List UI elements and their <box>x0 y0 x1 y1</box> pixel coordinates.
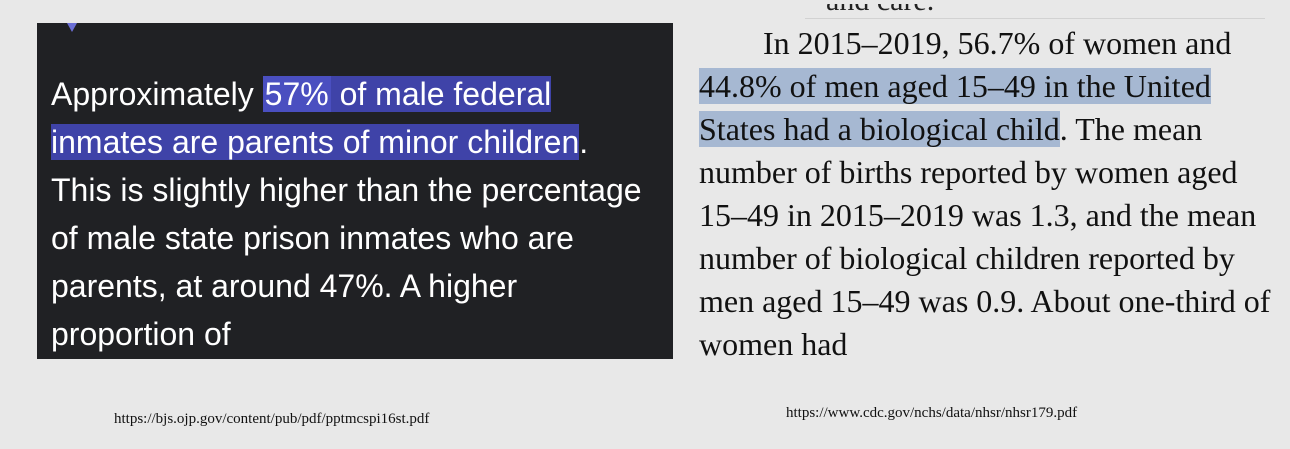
bjs-excerpt-text: Approximately 57% of male federal inmate… <box>51 70 651 358</box>
bjs-excerpt-panel: Approximately 57% of male federal inmate… <box>37 23 673 359</box>
bjs-source-citation: https://bjs.ojp.gov/content/pub/pdf/pptm… <box>114 411 430 427</box>
bjs-text-intro: Approximately <box>51 76 263 112</box>
cdc-source-citation: https://www.cdc.gov/nchs/data/nhsr/nhsr1… <box>786 405 1078 421</box>
page-edge-divider <box>805 18 1265 19</box>
cdc-excerpt-text: In 2015–2019, 56.7% of women and 44.8% o… <box>699 22 1279 366</box>
bjs-highlight-text: of male federal inmates are parents of m… <box>51 76 580 160</box>
cdc-cut-line: and care. <box>826 4 934 18</box>
bjs-text-rest: . This is slightly higher than the perce… <box>51 124 642 352</box>
text-cursor-caret-icon <box>67 23 77 32</box>
cdc-text-intro: In 2015–2019, 56.7% of women and <box>763 25 1232 61</box>
bjs-highlight-percentage: 57% <box>262 76 331 112</box>
cdc-text-rest: . The mean number of births reported by … <box>699 111 1271 362</box>
